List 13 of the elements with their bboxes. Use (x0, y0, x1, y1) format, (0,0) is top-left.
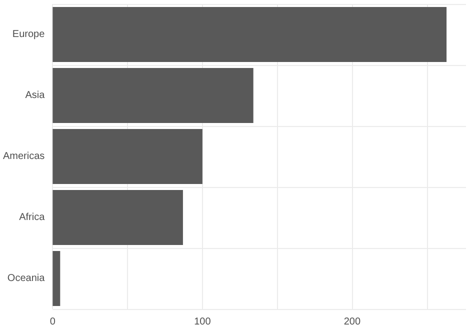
y-tick-label: Oceania (7, 273, 46, 284)
bar (52, 251, 60, 306)
bar (52, 190, 183, 245)
y-tick-label: Asia (25, 90, 46, 101)
x-tick-label: 0 (50, 316, 56, 328)
bar (52, 129, 202, 184)
bar (52, 68, 254, 123)
bar (52, 7, 447, 62)
x-tick-label: 200 (344, 316, 361, 328)
x-tick-label: 100 (194, 316, 212, 328)
y-tick-label: Africa (19, 212, 46, 223)
y-tick-label: Americas (2, 151, 45, 162)
y-tick-label: Europe (12, 29, 46, 40)
